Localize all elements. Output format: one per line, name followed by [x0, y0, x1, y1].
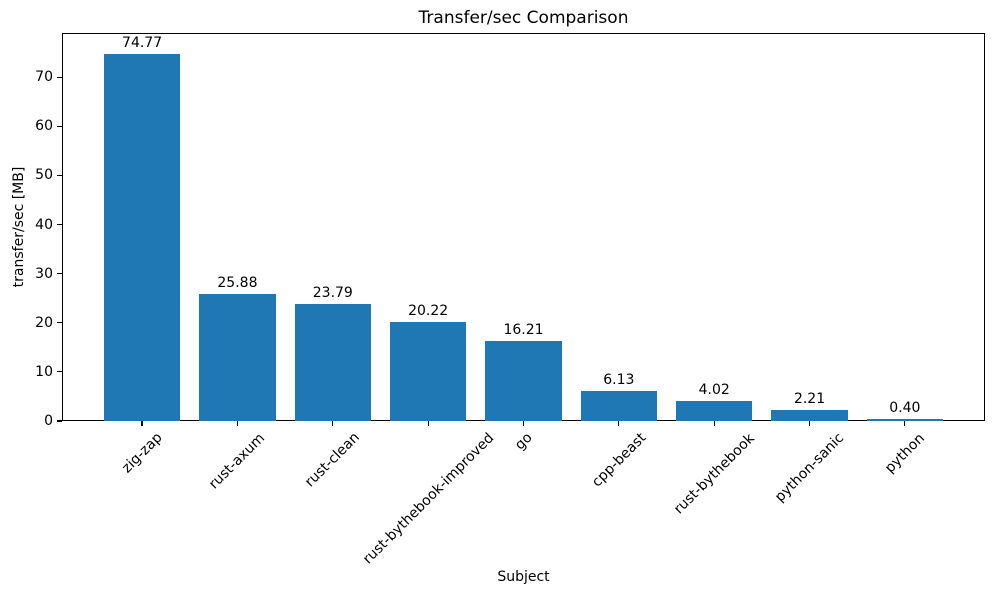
y-tick-mark — [57, 174, 62, 177]
bar-value-label: 74.77 — [122, 34, 163, 51]
x-axis-title: Subject — [497, 569, 550, 585]
bar-value-label: 0.40 — [889, 400, 921, 417]
bar — [485, 341, 562, 421]
y-tick-mark — [57, 322, 62, 324]
y-tick-mark — [57, 125, 62, 127]
x-tick-label: python-sanic — [772, 429, 848, 505]
x-tick-label: cpp-beast — [588, 429, 650, 491]
x-tick-mark — [427, 421, 429, 426]
x-tick-mark — [808, 421, 811, 426]
x-tick-mark — [713, 421, 715, 426]
bar-value-label: 2.21 — [793, 391, 826, 408]
y-tick-label: 10 — [35, 363, 53, 380]
y-tick-mark — [57, 223, 62, 226]
x-tick-mark — [904, 421, 906, 426]
x-tick-label: python — [881, 430, 928, 476]
x-tick-label: rust-bythebook — [670, 430, 758, 517]
y-tick-mark — [57, 371, 62, 373]
x-tick-mark — [618, 421, 620, 426]
y-tick-label: 20 — [35, 314, 53, 331]
bar — [390, 321, 467, 421]
bar — [199, 293, 276, 421]
y-tick-label: 70 — [35, 69, 53, 86]
x-tick-label: rust-axum — [206, 430, 269, 493]
chart-title: Transfer/sec Comparison — [418, 8, 629, 28]
x-tick-mark — [236, 421, 239, 426]
bar — [103, 53, 181, 421]
y-tick-mark — [57, 420, 62, 422]
x-tick-label: rust-bythebook-improved — [359, 429, 497, 568]
y-tick-label: 0 — [44, 413, 53, 429]
bar — [771, 410, 848, 421]
bar — [580, 390, 657, 421]
bar-value-label: 25.88 — [217, 274, 258, 291]
y-tick-mark — [57, 273, 62, 275]
bar — [294, 304, 371, 421]
bar-value-label: 4.02 — [698, 382, 730, 399]
x-tick-mark — [332, 421, 334, 426]
bar — [866, 419, 944, 421]
bar-value-label: 16.21 — [503, 322, 544, 339]
bar — [676, 401, 753, 421]
x-tick-mark — [522, 421, 525, 426]
bar-value-label: 20.22 — [408, 302, 449, 319]
y-tick-label: 30 — [35, 265, 53, 282]
x-tick-mark — [141, 421, 143, 426]
y-tick-label: 60 — [35, 118, 53, 135]
bar-value-label: 6.13 — [603, 371, 635, 388]
y-tick-mark — [57, 76, 62, 78]
y-tick-label: 50 — [35, 167, 53, 184]
x-tick-label: rust-clean — [302, 429, 364, 491]
bar-value-label: 23.79 — [312, 285, 353, 302]
y-tick-label: 40 — [35, 216, 53, 233]
x-tick-label: go — [511, 429, 536, 454]
x-tick-label: zig-zap — [118, 429, 166, 477]
